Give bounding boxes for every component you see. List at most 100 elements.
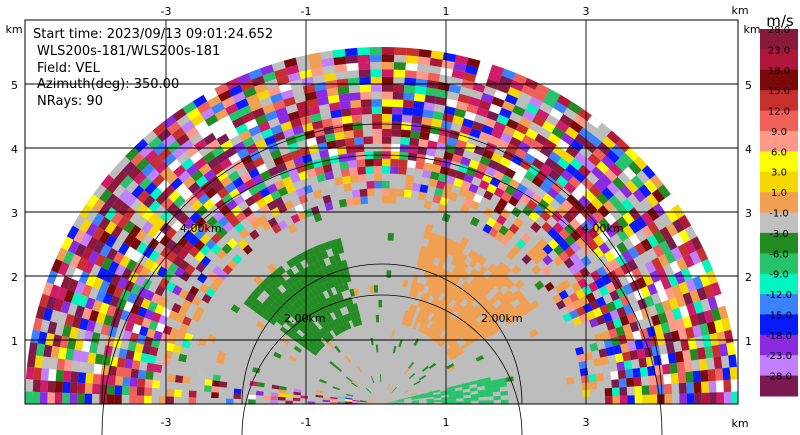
velocity-gate [285, 397, 293, 401]
velocity-gate [334, 238, 343, 247]
velocity-gate [679, 305, 690, 318]
velocity-gate [177, 248, 189, 260]
colorbar-swatch [760, 29, 798, 50]
velocity-gate [326, 313, 334, 322]
velocity-gate [511, 312, 521, 322]
velocity-gate [602, 312, 613, 323]
velocity-gate [270, 392, 279, 397]
velocity-gate [121, 385, 130, 396]
velocity-gate [456, 398, 464, 402]
velocity-gate [152, 122, 167, 137]
velocity-gate [357, 174, 367, 183]
colorbar-label: -23.0 [766, 351, 792, 362]
velocity-gate [324, 333, 332, 342]
velocity-gate [677, 243, 690, 258]
velocity-gate [28, 342, 38, 356]
velocity-gate [427, 140, 438, 150]
velocity-gate [245, 118, 258, 130]
velocity-gate [326, 140, 337, 150]
velocity-gate [152, 379, 161, 389]
velocity-gate [598, 242, 611, 255]
velocity-gate [290, 274, 299, 284]
velocity-gate [357, 54, 371, 63]
velocity-gate [459, 318, 468, 327]
velocity-gate [257, 214, 268, 226]
velocity-gate [273, 196, 285, 207]
velocity-gate [628, 220, 641, 234]
velocity-gate [323, 72, 337, 82]
velocity-gate [111, 346, 121, 358]
velocity-gate [459, 329, 468, 338]
x-tick-bottom: 1 [443, 416, 450, 429]
velocity-gate [382, 180, 390, 189]
velocity-gate [390, 166, 399, 174]
velocity-gate [464, 142, 477, 153]
velocity-gate [181, 299, 192, 310]
velocity-gate [661, 299, 672, 313]
velocity-gate [456, 395, 464, 399]
velocity-gate [188, 390, 197, 398]
velocity-gate [642, 394, 650, 404]
velocity-gate [298, 286, 308, 296]
velocity-gate [510, 79, 525, 92]
velocity-gate [455, 139, 467, 150]
velocity-gate [552, 222, 564, 234]
velocity-gate [227, 259, 238, 270]
velocity-gate [333, 253, 341, 263]
velocity-gate [165, 227, 177, 240]
velocity-gate [610, 370, 619, 380]
velocity-gate [570, 241, 582, 253]
velocity-gate [136, 241, 148, 255]
velocity-gate [347, 281, 354, 290]
velocity-gate [271, 223, 282, 234]
velocity-gate [548, 151, 562, 164]
velocity-gate [591, 166, 605, 180]
velocity-gate [469, 268, 479, 278]
velocity-gate [445, 288, 453, 297]
velocity-gate [45, 332, 55, 346]
velocity-gate [418, 307, 425, 316]
velocity-gate [504, 93, 519, 105]
velocity-gate [459, 125, 472, 136]
velocity-gate [92, 299, 103, 313]
velocity-gate [382, 91, 393, 100]
velocity-gate [351, 382, 358, 388]
velocity-gate [290, 283, 299, 293]
velocity-gate [382, 121, 392, 129]
velocity-gate [217, 187, 229, 199]
velocity-gate [623, 360, 633, 370]
velocity-gate [546, 187, 559, 199]
velocity-gate [407, 319, 413, 328]
velocity-gate [290, 213, 301, 224]
velocity-gate [541, 221, 553, 233]
nrays-text: NRays: 90 [37, 94, 103, 109]
velocity-gate [372, 128, 382, 137]
velocity-gate [402, 279, 409, 288]
velocity-gate [415, 314, 422, 323]
velocity-gate [287, 110, 300, 122]
velocity-gate [374, 180, 382, 189]
colorbar-label: -9.0 [769, 270, 789, 281]
velocity-gate [267, 85, 281, 97]
velocity-gate [47, 321, 58, 335]
velocity-gate [499, 382, 508, 388]
colorbar-swatch [760, 334, 798, 356]
velocity-gate [653, 230, 666, 245]
velocity-gate [697, 347, 707, 360]
velocity-gate [424, 310, 431, 319]
velocity-gate [419, 374, 427, 381]
velocity-gate [593, 357, 602, 367]
velocity-gate [255, 197, 267, 209]
velocity-gate [135, 229, 148, 242]
velocity-gate [92, 383, 101, 395]
velocity-gate [149, 346, 159, 357]
velocity-gate [471, 299, 481, 308]
velocity-gate [421, 365, 429, 372]
velocity-gate [404, 77, 417, 86]
velocity-gate [478, 305, 487, 315]
velocity-gate [210, 232, 222, 244]
velocity-gate [146, 328, 156, 339]
velocity-gate [458, 253, 468, 263]
velocity-gate [52, 334, 62, 348]
velocity-gate [342, 122, 354, 132]
